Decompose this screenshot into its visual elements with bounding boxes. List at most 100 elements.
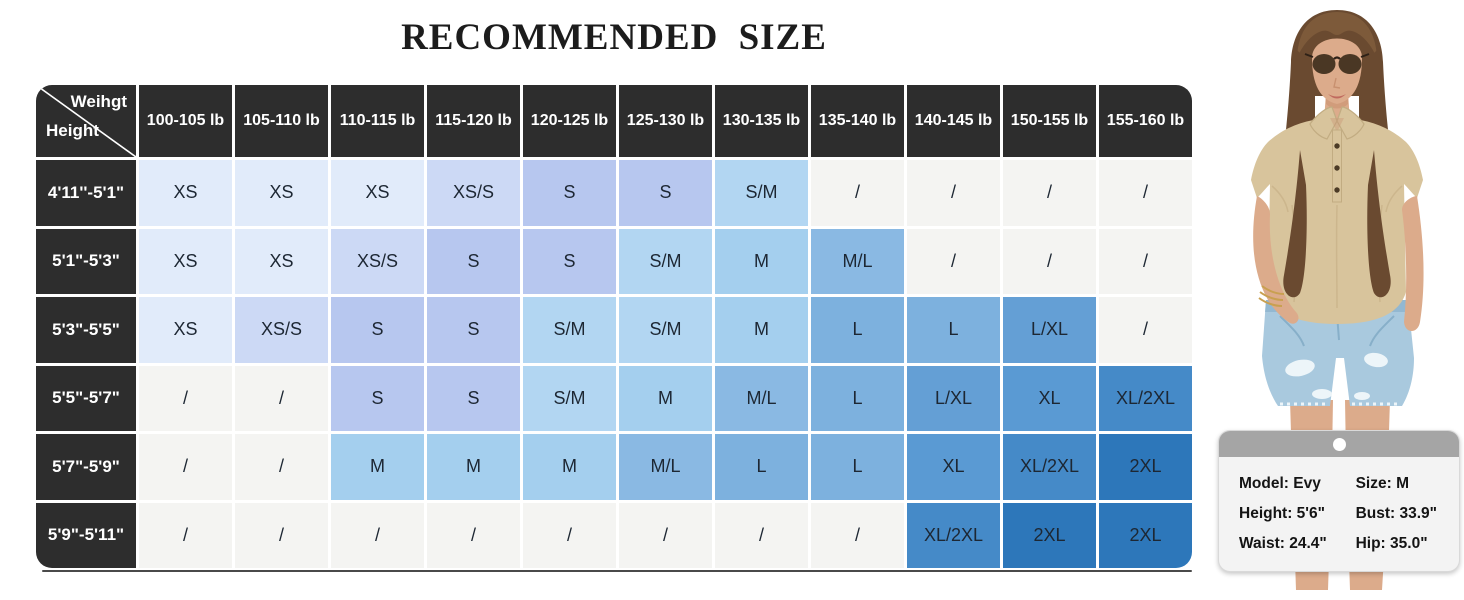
model-waist: Waist: 24.4" — [1239, 535, 1327, 552]
size-cell: L — [811, 297, 904, 363]
corner-cell: Weihgt Height — [36, 85, 136, 157]
collar — [1309, 106, 1365, 203]
size-cell: / — [811, 502, 904, 568]
height-header: 5'1"-5'3" — [36, 228, 136, 294]
size-cell: XS — [139, 160, 232, 226]
size-cell: / — [1099, 160, 1192, 226]
weight-header: 155-160 lb — [1099, 85, 1192, 157]
height-header: 5'9"-5'11" — [36, 502, 136, 568]
lips — [1328, 94, 1346, 99]
size-cell: M — [523, 434, 616, 500]
card-body: Model: Evy Height: 5'6" Waist: 24.4" Siz… — [1219, 457, 1459, 559]
size-cell: / — [619, 502, 712, 568]
hair-strand-right — [1367, 150, 1391, 298]
size-cell: L — [715, 434, 808, 500]
bracelets — [1258, 285, 1285, 307]
weight-header: 135-140 lb — [811, 85, 904, 157]
size-cell: / — [1099, 228, 1192, 294]
size-cell: / — [427, 502, 520, 568]
size-cell: 2XL — [1003, 502, 1096, 568]
size-cell: S — [331, 365, 424, 431]
weight-header: 115-120 lb — [427, 85, 520, 157]
height-header: 5'7"-5'9" — [36, 434, 136, 500]
size-cell: / — [139, 502, 232, 568]
size-cell: M — [619, 365, 712, 431]
size-cell: XL/2XL — [1099, 365, 1192, 431]
height-header: 5'3"-5'5" — [36, 297, 136, 363]
size-cell: S — [331, 297, 424, 363]
size-cell: S — [427, 228, 520, 294]
size-cell: / — [235, 434, 328, 500]
model-name: Model: Evy — [1239, 475, 1321, 492]
size-cell: / — [1003, 228, 1096, 294]
size-cell: S — [523, 160, 616, 226]
size-cell: S/M — [619, 297, 712, 363]
size-cell: XS/S — [427, 160, 520, 226]
sunglasses — [1304, 53, 1370, 74]
button-icon — [1334, 165, 1340, 171]
size-cell: M — [331, 434, 424, 500]
size-cell: M — [715, 297, 808, 363]
size-cell: 2XL — [1099, 502, 1192, 568]
model-size: Size: M — [1355, 475, 1409, 492]
size-cell: L — [907, 297, 1000, 363]
size-cell: M/L — [811, 228, 904, 294]
size-cell: / — [235, 502, 328, 568]
model-height: Height: 5'6" — [1239, 505, 1325, 522]
size-cell: / — [235, 365, 328, 431]
diagonal-divider — [36, 85, 136, 157]
size-cell: M — [427, 434, 520, 500]
size-cell: / — [1003, 160, 1096, 226]
page-title: RECOMMENDED SIZE — [401, 17, 827, 58]
card-header-band — [1219, 431, 1459, 457]
weight-header: 130-135 lb — [715, 85, 808, 157]
hair-strand-left — [1283, 150, 1307, 298]
card-left-column: Model: Evy Height: 5'6" Waist: 24.4" — [1239, 469, 1356, 559]
size-cell: XL/2XL — [907, 502, 1000, 568]
weight-header: 110-115 lb — [331, 85, 424, 157]
size-cell: XS/S — [235, 297, 328, 363]
size-cell: XS — [139, 297, 232, 363]
weight-header: 100-105 lb — [139, 85, 232, 157]
weight-header: 140-145 lb — [907, 85, 1000, 157]
size-cell: / — [715, 502, 808, 568]
size-cell: XS — [235, 228, 328, 294]
size-cell: L/XL — [907, 365, 1000, 431]
size-cell: L/XL — [1003, 297, 1096, 363]
size-cell: / — [907, 160, 1000, 226]
model-bust: Bust: 33.9" — [1355, 505, 1438, 522]
size-cell: / — [523, 502, 616, 568]
size-cell: / — [907, 228, 1000, 294]
model-info-card: Model: Evy Height: 5'6" Waist: 24.4" Siz… — [1218, 430, 1460, 572]
size-cell: L — [811, 434, 904, 500]
size-cell: XS — [139, 228, 232, 294]
size-cell: / — [331, 502, 424, 568]
size-cell: M/L — [715, 365, 808, 431]
size-table: Weihgt Height 100-105 lb 105-110 lb 110-11… — [36, 85, 1192, 568]
height-header: 5'5"-5'7" — [36, 365, 136, 431]
size-cell: S/M — [523, 365, 616, 431]
size-cell: / — [811, 160, 904, 226]
size-cell: XL — [907, 434, 1000, 500]
button-icon — [1334, 187, 1340, 193]
weight-header: 125-130 lb — [619, 85, 712, 157]
size-cell: XL — [1003, 365, 1096, 431]
arm-right — [1402, 196, 1424, 331]
size-cell: XS — [235, 160, 328, 226]
weight-header: 120-125 lb — [523, 85, 616, 157]
height-header: 4'11''-5'1" — [36, 160, 136, 226]
table-bottom-edge — [42, 570, 1192, 572]
size-cell: M/L — [619, 434, 712, 500]
tag-hole-icon — [1332, 438, 1346, 451]
size-cell: S/M — [715, 160, 808, 226]
size-cell: S/M — [523, 297, 616, 363]
size-cell: 2XL — [1099, 434, 1192, 500]
model-photo — [1200, 0, 1464, 600]
button-icon — [1334, 143, 1340, 149]
weight-header: 150-155 lb — [1003, 85, 1096, 157]
size-cell: / — [139, 365, 232, 431]
size-cell: S — [427, 297, 520, 363]
nose — [1333, 77, 1341, 89]
size-cell: XL/2XL — [1003, 434, 1096, 500]
